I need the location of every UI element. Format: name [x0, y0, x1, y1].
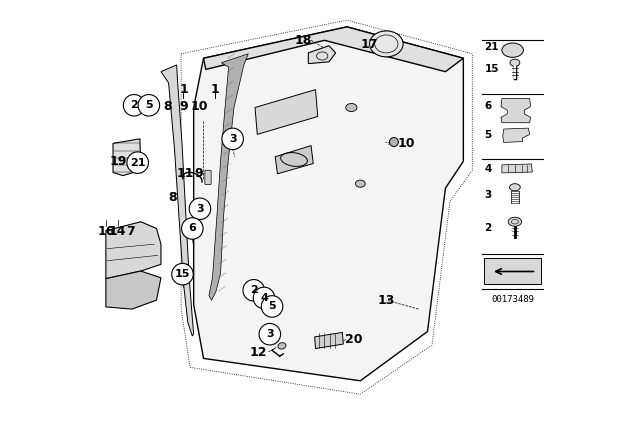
Polygon shape [503, 128, 530, 142]
Polygon shape [106, 271, 161, 309]
Ellipse shape [389, 138, 398, 146]
Text: 9: 9 [179, 100, 188, 113]
Text: 2: 2 [130, 100, 138, 110]
Text: 00173489: 00173489 [491, 295, 534, 304]
Ellipse shape [509, 184, 520, 191]
Polygon shape [106, 222, 161, 279]
Ellipse shape [369, 31, 403, 57]
Text: 17: 17 [360, 38, 378, 52]
Circle shape [182, 218, 203, 239]
Text: 5: 5 [145, 100, 153, 110]
Ellipse shape [355, 180, 365, 187]
Polygon shape [255, 90, 317, 134]
Text: 8: 8 [163, 100, 172, 113]
Ellipse shape [510, 59, 520, 66]
Text: 10: 10 [397, 137, 415, 150]
Circle shape [189, 198, 211, 220]
Text: 14: 14 [109, 225, 126, 238]
Text: 11: 11 [177, 167, 195, 181]
Text: 21: 21 [130, 158, 145, 168]
Text: 20: 20 [345, 333, 362, 346]
Ellipse shape [278, 343, 286, 349]
Polygon shape [194, 27, 463, 381]
Text: 1: 1 [211, 83, 219, 96]
Text: 3: 3 [229, 134, 236, 144]
Text: 4: 4 [260, 293, 268, 303]
Text: 15: 15 [484, 65, 499, 74]
Text: 7: 7 [127, 225, 135, 238]
Ellipse shape [502, 43, 524, 57]
Text: 15: 15 [175, 269, 190, 279]
Polygon shape [501, 99, 531, 123]
Circle shape [259, 323, 280, 345]
Text: 5: 5 [268, 302, 276, 311]
Polygon shape [315, 332, 343, 349]
Text: 3: 3 [196, 204, 204, 214]
Text: 10: 10 [190, 100, 208, 113]
Circle shape [243, 280, 264, 301]
Text: 19: 19 [109, 155, 127, 168]
Polygon shape [502, 164, 532, 173]
Text: 2: 2 [250, 285, 257, 295]
Polygon shape [308, 46, 336, 64]
Circle shape [253, 287, 275, 309]
Circle shape [261, 296, 283, 317]
Text: 21: 21 [484, 42, 499, 52]
Text: 3: 3 [484, 190, 492, 200]
Polygon shape [161, 65, 194, 336]
Text: 4: 4 [484, 164, 492, 174]
Ellipse shape [508, 217, 522, 226]
Text: 2: 2 [484, 224, 492, 233]
Text: 6: 6 [188, 224, 196, 233]
Text: 6: 6 [484, 101, 492, 111]
Text: 5: 5 [484, 130, 492, 140]
Polygon shape [209, 54, 248, 300]
Ellipse shape [346, 103, 357, 112]
FancyBboxPatch shape [484, 258, 541, 284]
Text: 3: 3 [266, 329, 274, 339]
Text: 12: 12 [250, 346, 267, 359]
FancyBboxPatch shape [205, 170, 211, 185]
Circle shape [138, 95, 159, 116]
Circle shape [124, 95, 145, 116]
Circle shape [172, 263, 193, 285]
Polygon shape [204, 27, 463, 72]
Circle shape [127, 152, 148, 173]
Polygon shape [113, 139, 141, 176]
Text: 18: 18 [294, 34, 312, 47]
Text: 9: 9 [195, 167, 204, 181]
Circle shape [222, 128, 243, 150]
Polygon shape [275, 146, 314, 174]
Text: 16: 16 [97, 225, 115, 238]
Text: 13: 13 [378, 293, 395, 307]
Text: 1: 1 [180, 83, 189, 96]
Text: 8: 8 [168, 190, 177, 204]
